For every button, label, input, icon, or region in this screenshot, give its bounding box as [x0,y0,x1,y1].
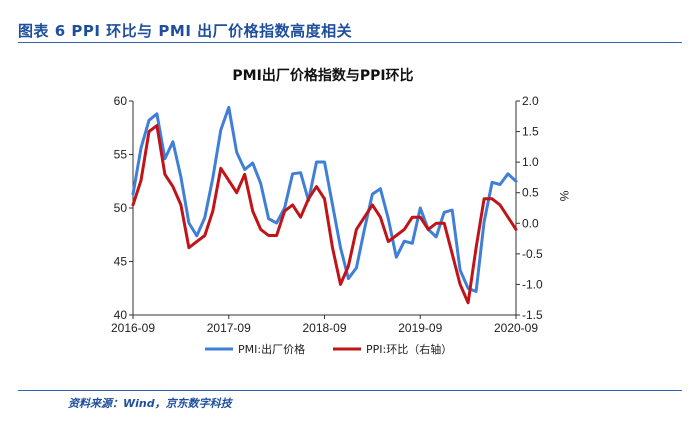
x-tick-label: 2017-09 [207,321,251,335]
right-tick-label: -1.5 [522,308,543,322]
source-divider [18,390,682,391]
source-note: 资料来源：Wind，京东数字科技 [68,397,232,410]
axes: 40 45 50 55 60 -1.5 -1.0 -0.5 0.0 0.5 1.0 1.5 2.0% 20… [111,94,571,335]
right-tick-label: -1.0 [522,277,543,291]
x-tick-label: 2019-09 [398,321,442,335]
left-tick-label: 45 [114,255,128,269]
x-tick-label: 2016-09 [111,321,155,335]
right-tick-label: -0.5 [522,247,543,261]
legend-label: PMI:出厂价格 [238,342,305,356]
series-line-ppi [131,124,518,305]
left-tick-label: 50 [114,201,128,215]
left-tick-label: 60 [114,94,128,108]
right-axis-unit: % [557,191,571,202]
left-tick-label: 55 [114,148,128,162]
right-tick-label: 2.0 [522,94,539,108]
x-tick-label: 2020-09 [494,321,538,335]
legend: PMI:出厂价格 PPI:环比（右轴） [205,342,452,356]
left-tick-label: 40 [114,308,128,322]
figure-caption: 图表 6 PPI 环比与 PMI 出厂价格指数高度相关 [18,22,353,40]
series-lines [131,105,518,305]
right-tick-label: 1.5 [522,125,539,139]
right-tick-label: 1.0 [522,155,539,169]
right-tick-label: 0.5 [522,186,539,200]
legend-label: PPI:环比（右轴） [366,342,452,356]
x-tick-label: 2018-09 [302,321,346,335]
caption-divider [18,42,682,43]
series-line-pmi [131,105,518,293]
chart-title: PMI出厂价格指数与PPI环比 [232,67,413,84]
right-tick-label: 0.0 [522,216,539,230]
